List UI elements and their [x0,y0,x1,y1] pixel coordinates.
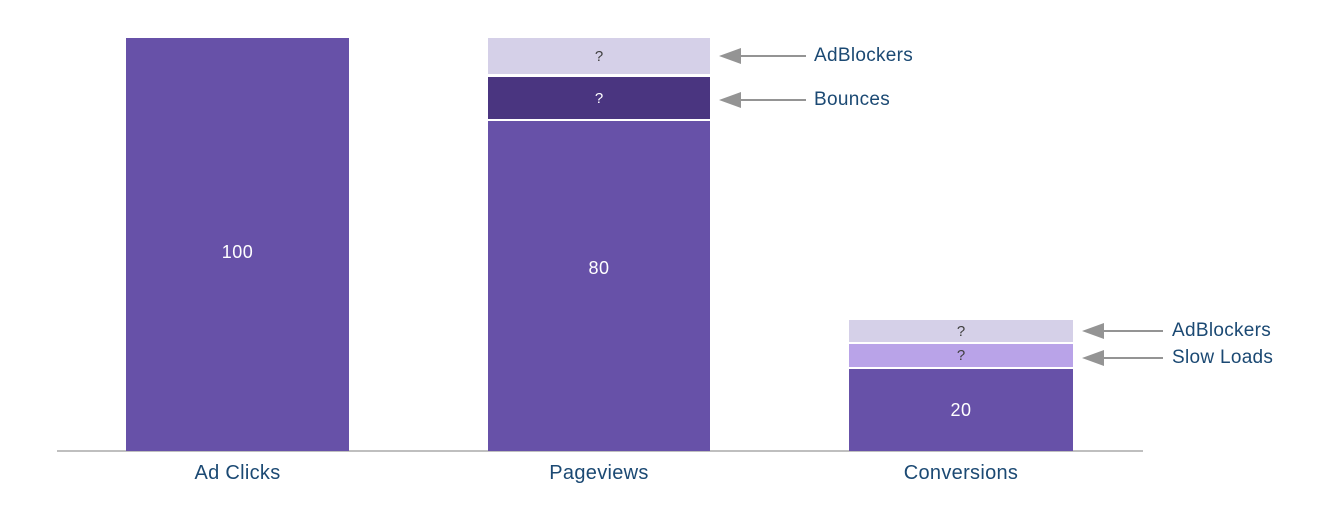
segment-conversions-adblockers: ? [849,320,1073,342]
bar-ad-clicks: 100 [126,38,349,451]
category-label-ad-clicks: Ad Clicks [194,462,281,484]
arrow-line [741,99,806,101]
bar-pageviews-value: 80 [588,258,610,278]
segment-conversions-slowloads: ? [849,344,1073,367]
bar-conversions-value: 20 [950,400,972,420]
segment-pageviews-bounces-value: ? [594,89,604,107]
category-label-pageviews: Pageviews [549,462,649,484]
bar-ad-clicks-value: 100 [221,242,254,262]
annotation-conversions-adblockers: AdBlockers [1082,319,1271,343]
annotation-label-bounces: Bounces [814,89,891,110]
annotation-label-adblockers: AdBlockers [814,45,914,66]
segment-conversions-slowloads-value: ? [956,347,966,364]
category-label-conversions: Conversions [903,462,1019,484]
segment-pageviews-bounces: ? [488,77,710,119]
annotation-conversions-slowloads: Slow Loads [1082,346,1273,370]
bar-pageviews: 80 [488,121,710,451]
left-arrow-icon [1082,350,1104,366]
segment-conversions-adblockers-value: ? [956,322,966,340]
segment-pageviews-adblockers-value: ? [594,47,604,65]
left-arrow-icon [1082,323,1104,339]
segment-pageviews-adblockers: ? [488,38,710,74]
x-axis-line [57,450,1143,452]
annotation-label-slow-loads: Slow Loads [1172,347,1274,368]
arrow-line [1104,330,1163,332]
arrow-line [1104,357,1163,359]
annotation-pageviews-adblockers: AdBlockers [719,44,913,68]
annotation-pageviews-bounces: Bounces [719,88,890,112]
bar-conversions: 20 [849,369,1073,451]
arrow-line [741,55,806,57]
left-arrow-icon [719,92,741,108]
left-arrow-icon [719,48,741,64]
annotation-label-adblockers: AdBlockers [1172,320,1272,341]
